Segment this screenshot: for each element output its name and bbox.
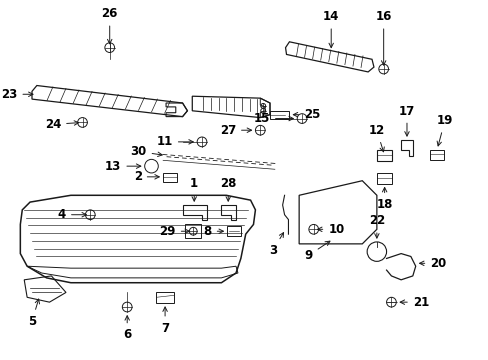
Text: 9: 9 <box>304 241 329 262</box>
Text: 24: 24 <box>45 118 79 131</box>
Text: 16: 16 <box>375 10 391 65</box>
Bar <box>429 150 443 160</box>
Text: 14: 14 <box>323 10 339 48</box>
Text: 19: 19 <box>436 114 452 146</box>
Text: 13: 13 <box>105 159 141 173</box>
Text: 2: 2 <box>133 170 159 183</box>
Bar <box>185 224 201 238</box>
Text: 1: 1 <box>190 177 198 201</box>
Text: 17: 17 <box>398 104 414 136</box>
Text: 4: 4 <box>58 208 86 221</box>
Text: 11: 11 <box>156 135 193 148</box>
Text: 7: 7 <box>161 307 169 334</box>
Text: 26: 26 <box>102 8 118 44</box>
Text: 23: 23 <box>1 88 33 101</box>
Bar <box>376 150 391 161</box>
Text: 25: 25 <box>293 108 320 121</box>
Text: 3: 3 <box>268 233 283 257</box>
Text: 28: 28 <box>220 177 236 201</box>
Text: 21: 21 <box>399 296 428 309</box>
Text: 8: 8 <box>203 225 223 238</box>
Text: 6: 6 <box>123 316 131 341</box>
Text: 10: 10 <box>317 223 344 236</box>
Text: 18: 18 <box>376 188 392 211</box>
Text: 5: 5 <box>28 299 40 328</box>
Text: 27: 27 <box>219 124 251 137</box>
Text: 29: 29 <box>159 225 189 238</box>
Bar <box>163 173 176 182</box>
Text: 12: 12 <box>368 124 384 152</box>
Text: 20: 20 <box>419 257 446 270</box>
Bar <box>156 292 173 303</box>
Text: 15: 15 <box>253 112 293 125</box>
Text: 22: 22 <box>368 214 384 238</box>
Text: 30: 30 <box>130 145 162 158</box>
Bar <box>376 173 391 184</box>
Bar <box>227 226 241 236</box>
